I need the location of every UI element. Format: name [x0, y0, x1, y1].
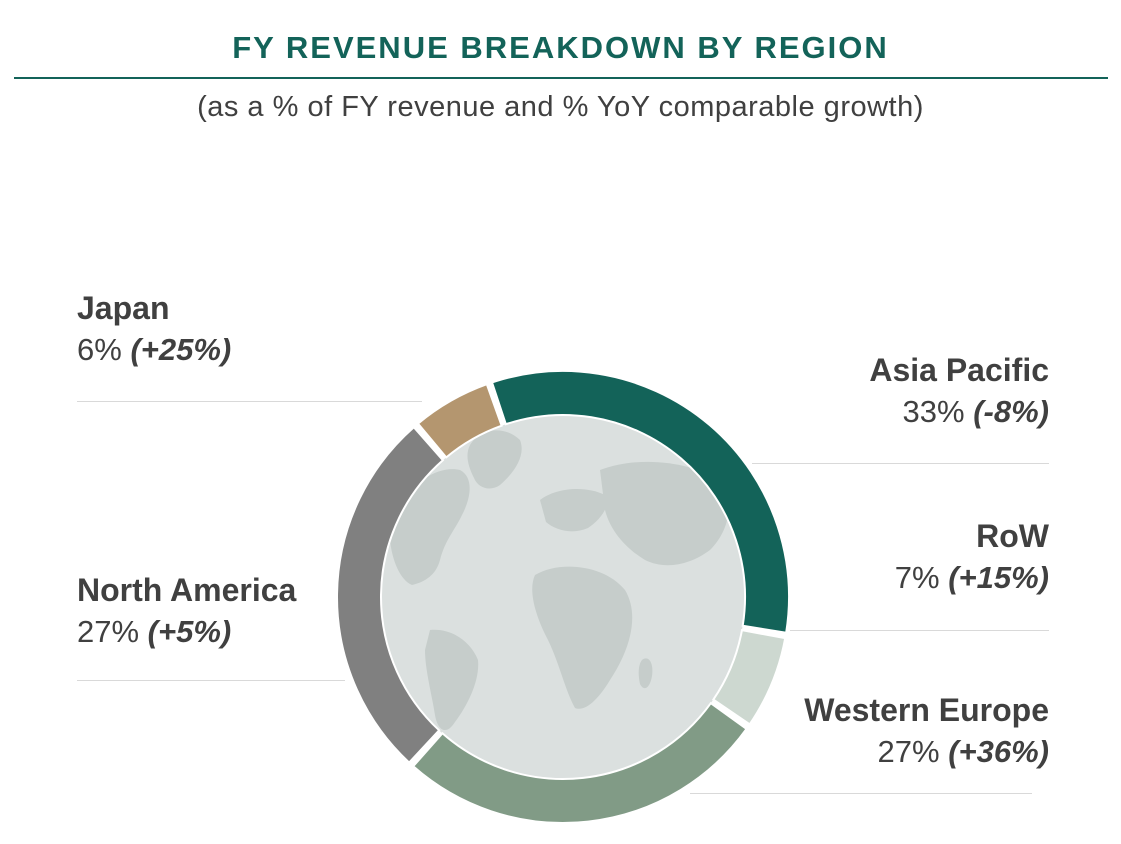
chart-subtitle: (as a % of FY revenue and % YoY comparab…: [197, 91, 924, 123]
slice-label-row: RoW 7% (+15%): [895, 515, 1049, 599]
slice-layer: [336, 370, 790, 824]
slice-japan: [416, 382, 503, 459]
slice-western-europe: [411, 701, 748, 824]
leader-line-row: [790, 630, 1049, 631]
region-value: 6% (+25%): [77, 329, 231, 371]
leader-line-asia-pacific: [752, 463, 1049, 464]
growth-value: (+15%): [948, 560, 1049, 595]
asia-shape: [600, 461, 729, 566]
slice-north-america: [336, 425, 445, 764]
region-name: Western Europe: [804, 692, 1049, 728]
world-map-icon: [381, 415, 745, 779]
region-value: 27% (+5%): [77, 611, 296, 653]
region-name: Asia Pacific: [869, 352, 1049, 388]
growth-value: (+25%): [130, 332, 232, 367]
region-name: Japan: [77, 290, 170, 326]
growth-value: (-8%): [973, 394, 1049, 429]
region-value: 27% (+36%): [804, 731, 1049, 773]
slice-label-western-europe: Western Europe 27% (+36%): [804, 689, 1049, 773]
region-name: North America: [77, 572, 297, 608]
chart-title: FY REVENUE BREAKDOWN BY REGION: [232, 30, 889, 65]
growth-value: (+36%): [948, 734, 1049, 769]
slice-label-japan: Japan 6% (+25%): [77, 287, 231, 371]
slice-row: [711, 629, 787, 726]
south-america-shape: [425, 629, 479, 731]
share-value: 27%: [77, 614, 140, 649]
share-value: 6%: [77, 332, 122, 367]
madagascar-shape: [638, 658, 653, 689]
region-value: 7% (+15%): [895, 557, 1049, 599]
africa-shape: [532, 566, 633, 709]
region-name: RoW: [976, 518, 1049, 554]
slice-label-asia-pacific: Asia Pacific 33% (-8%): [869, 349, 1049, 433]
share-value: 7%: [894, 560, 940, 595]
title-divider: [14, 77, 1108, 79]
greenland-shape: [467, 430, 522, 489]
europe-shape: [540, 488, 608, 532]
region-value: 33% (-8%): [869, 391, 1049, 433]
share-value: 33%: [902, 394, 965, 429]
leader-line-japan: [77, 401, 422, 402]
leader-line-north-america: [77, 680, 345, 681]
slice-asia-pacific: [490, 370, 790, 634]
growth-value: (+5%): [147, 614, 232, 649]
leader-line-western-europe: [690, 793, 1032, 794]
share-value: 27%: [877, 734, 940, 769]
slice-label-north-america: North America 27% (+5%): [77, 569, 296, 653]
